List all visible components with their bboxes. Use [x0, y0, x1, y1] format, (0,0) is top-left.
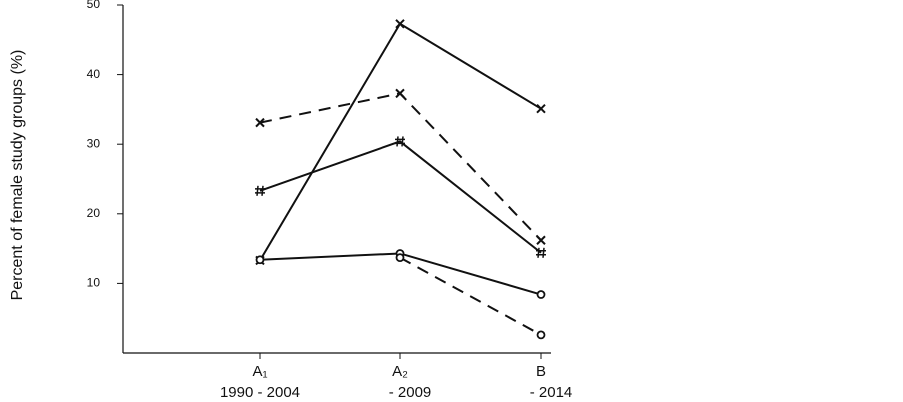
x-tick-sublabel: 1990 - 2004: [220, 384, 300, 401]
marker: [536, 235, 546, 245]
x-tick-sublabel: - 2009: [389, 384, 432, 401]
marker: [395, 19, 405, 29]
y-tick-label: 10: [87, 276, 101, 290]
y-axis-label: Percent of female study groups (%): [9, 50, 26, 301]
marker: [536, 247, 546, 258]
marker: [255, 255, 265, 265]
y-tick-label: 50: [87, 0, 101, 11]
series-line: [259, 140, 542, 254]
marker: [395, 136, 405, 147]
y-tick-label: 30: [87, 136, 101, 150]
x-tick-label: A₂: [392, 363, 408, 380]
x-tick-sublabel: - 2014: [530, 384, 573, 401]
x-tick-label: B: [536, 363, 546, 380]
x-tick-label: A₁: [252, 363, 267, 380]
marker: [536, 103, 546, 114]
marker: [255, 117, 265, 128]
marker: [536, 290, 546, 299]
y-tick-label: 20: [87, 206, 101, 220]
marker: [255, 185, 265, 196]
marker: [395, 253, 405, 263]
marker: [395, 88, 405, 99]
y-tick-label: 40: [87, 67, 101, 81]
marker: [536, 330, 546, 340]
series-line: [399, 256, 542, 336]
